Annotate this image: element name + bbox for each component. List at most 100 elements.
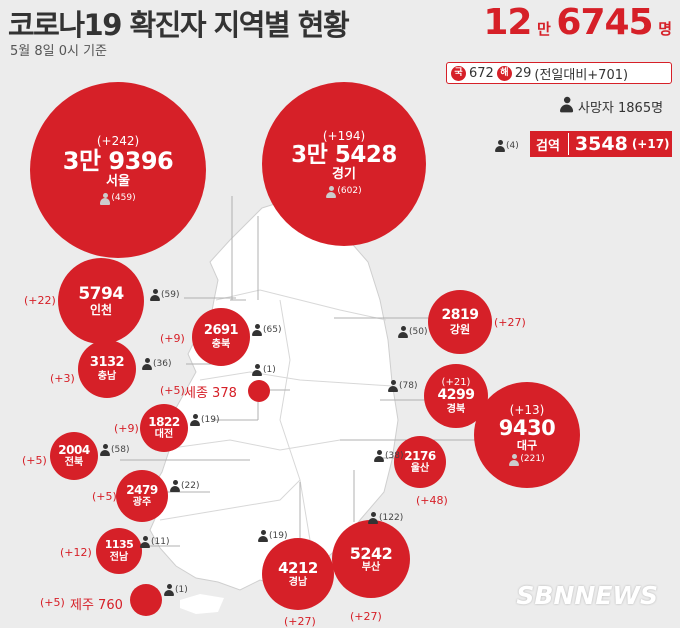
region-gangwon: 2819 강원 [428, 290, 492, 354]
region-gwangju: 2479 광주 [116, 470, 168, 522]
person-icon [374, 450, 384, 462]
incheon-count: 5794 [78, 284, 124, 305]
region-incheon: 5794 인천 [58, 258, 144, 344]
total-cases: 12 만 6745 명 [483, 2, 672, 43]
person-icon [388, 380, 398, 392]
domestic-badge: 국 [451, 65, 466, 81]
gyeonggi-plus: (+194) [322, 128, 366, 143]
page-title: 코로나19 확진자 지역별 현황 [8, 8, 350, 42]
incheon-name: 인천 [89, 302, 113, 317]
quarantine-deaths-value: (4) [506, 141, 519, 151]
region-busan: 5242 부산 [332, 520, 410, 598]
quarantine-label: 검역 [536, 138, 560, 154]
gyeongbuk-plus: (+21) [441, 377, 471, 389]
quarantine-box: 검역 3548 (+17) [530, 131, 672, 157]
person-icon [326, 186, 337, 199]
daejeon-count: 1822 [148, 414, 180, 429]
person-icon [164, 584, 174, 596]
overseas-count: 29 [514, 65, 532, 81]
watermark-logo: SBNNEWS [516, 581, 658, 610]
chungbuk-name: 충북 [211, 338, 231, 350]
chungnam-deaths: (36) [142, 358, 171, 370]
person-icon [142, 358, 152, 370]
deaths-total: 사망자 1865명 [560, 96, 664, 117]
total-unit-1: 만 [537, 20, 551, 38]
gyeonggi-deaths: (602) [326, 186, 362, 199]
daily-compare: (전일대비+701) [534, 67, 629, 83]
sejong-label: 세종 378 [184, 386, 237, 401]
gyeongnam-plus: (+27) [284, 615, 316, 628]
gyeongnam-name: 경남 [288, 576, 308, 588]
daegu-plus: (+13) [509, 402, 545, 417]
chungnam-plus: (+3) [50, 372, 75, 385]
gwangju-deaths: (22) [170, 480, 199, 492]
ulsan-deaths: (38) [374, 450, 403, 462]
ulsan-name: 울산 [410, 463, 430, 475]
region-jeonnam: 1135 전남 [96, 528, 142, 574]
person-icon [140, 536, 150, 548]
region-chungbuk: 2691 충북 [192, 308, 250, 366]
quarantine-delta: (+17) [631, 137, 670, 151]
region-gyeonggi: (+194) 3만 5428 경기 (602) [262, 82, 426, 246]
region-jeju-dot [130, 584, 162, 616]
chungnam-count: 3132 [89, 355, 125, 371]
total-unit-2: 명 [658, 20, 672, 38]
gyeongbuk-count: 4299 [437, 387, 475, 404]
seoul-plus: (+242) [96, 134, 140, 149]
seoul-count: 3만 9396 [62, 147, 174, 176]
sejong-deaths: (1) [252, 364, 276, 376]
region-gyeongnam: 4212 경남 [262, 538, 334, 610]
daejeon-plus: (+9) [114, 422, 139, 435]
jeju-plus: (+5) [40, 596, 65, 609]
jeonbuk-name: 전북 [64, 457, 84, 469]
person-icon [368, 512, 378, 524]
jeonbuk-count: 2004 [58, 442, 90, 457]
jeonnam-plus: (+12) [60, 546, 92, 559]
person-icon [150, 289, 160, 301]
gwangju-count: 2479 [126, 482, 158, 497]
ulsan-plus: (+48) [416, 494, 448, 507]
person-icon [398, 326, 408, 338]
incheon-plus: (+22) [24, 294, 56, 307]
daegu-name: 대구 [516, 439, 538, 453]
person-icon [258, 530, 268, 542]
person-icon [252, 364, 262, 376]
busan-name: 부산 [361, 562, 381, 574]
jeonnam-deaths: (11) [140, 536, 169, 548]
jeonbuk-deaths: (58) [100, 444, 129, 456]
ulsan-count: 2176 [404, 448, 436, 463]
daejeon-name: 대전 [154, 429, 174, 441]
gyeongnam-deaths: (19) [258, 530, 287, 542]
seoul-deaths: (459) [100, 192, 136, 205]
jeonnam-name: 전남 [109, 551, 129, 563]
gwangju-name: 광주 [132, 497, 152, 509]
gangwon-plus: (+27) [494, 316, 526, 329]
overseas-badge: 해 [496, 65, 512, 81]
gyeongnam-count: 4212 [278, 559, 318, 578]
quarantine-value: 3548 [567, 133, 628, 155]
jeju-label: 제주 760 [70, 598, 123, 613]
quarantine-deaths: (4) [495, 140, 519, 152]
daily-summary: 국 672 해 29 (전일대비+701) [446, 62, 672, 84]
region-jeonbuk: 2004 전북 [50, 432, 98, 480]
total-value-1: 12 [483, 2, 532, 43]
chungnam-name: 충남 [97, 370, 117, 382]
region-chungnam: 3132 충남 [78, 340, 136, 398]
chungbuk-deaths: (65) [252, 324, 281, 336]
total-value-2: 6745 [556, 2, 653, 43]
deaths-label: 사망자 1865명 [578, 101, 664, 116]
jeonnam-count: 1135 [104, 538, 134, 552]
person-icon [509, 454, 520, 467]
seoul-name: 서울 [106, 173, 130, 189]
gangwon-count: 2819 [441, 307, 479, 324]
region-ulsan: 2176 울산 [394, 436, 446, 488]
person-icon [170, 480, 180, 492]
busan-deaths: (122) [368, 512, 403, 524]
region-daejeon: 1822 대전 [140, 404, 188, 452]
person-icon [560, 96, 577, 117]
region-sejong-dot [248, 380, 270, 402]
chungbuk-count: 2691 [203, 323, 239, 339]
sejong-plus: (+5) [160, 384, 185, 397]
gyeongbuk-deaths: (78) [388, 380, 417, 392]
person-icon [252, 324, 262, 336]
